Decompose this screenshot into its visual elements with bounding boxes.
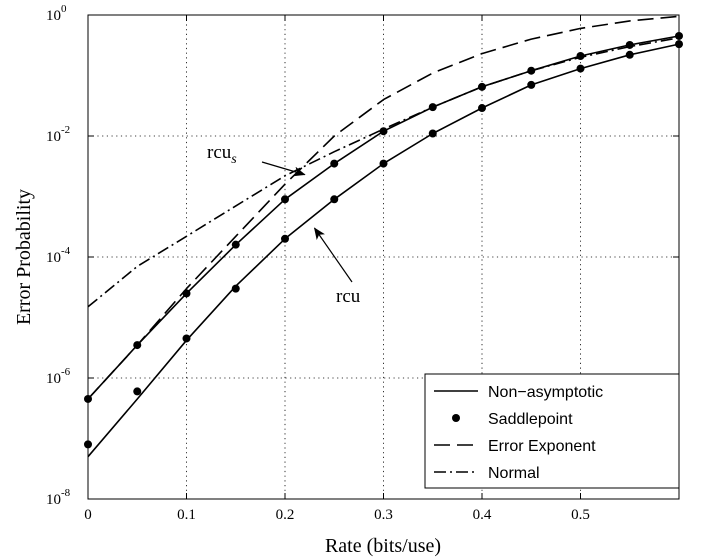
legend-label-2: Error Exponent — [488, 438, 596, 455]
saddlepoint-marker-3-1 — [133, 387, 142, 396]
x-tick-label-4: 0.4 — [473, 507, 492, 523]
saddlepoint-marker-3-4 — [281, 234, 289, 243]
saddlepoint-marker-3-10 — [576, 64, 585, 73]
series-line-dashdot-5 — [87, 37, 680, 308]
saddlepoint-marker-2-6 — [379, 127, 388, 136]
saddlepoint-marker-2-7 — [428, 103, 437, 112]
y-tick-label-4: 100 — [46, 3, 67, 24]
legend-label-0: Non−asymptotic — [488, 384, 603, 401]
saddlepoint-marker-2-11 — [625, 40, 634, 49]
annotation-label-rcu-s: rcus — [207, 142, 237, 167]
y-tick-label-2: 10-4 — [46, 245, 71, 266]
annotation-label-rcu: rcu — [336, 286, 361, 307]
saddlepoint-marker-3-5 — [330, 195, 339, 204]
legend-label-1: Saddlepoint — [488, 411, 573, 428]
annotation-arrow-rcu-s — [261, 161, 306, 177]
legend-box — [424, 373, 680, 489]
saddlepoint-marker-3-6 — [379, 159, 388, 168]
legend-label-3: Normal — [488, 465, 540, 482]
y-tick-label-3: 10-2 — [46, 124, 70, 145]
legend: Non−asymptotic Saddlepoint Error Exponent N… — [424, 373, 680, 489]
x-tick-label-2: 0.2 — [276, 507, 295, 523]
y-tick-label-0: 10-8 — [46, 487, 71, 508]
legend-marker-1 — [452, 414, 460, 422]
saddlepoint-marker-3-8 — [478, 104, 486, 113]
x-tick-label-1: 0.1 — [177, 507, 196, 523]
saddlepoint-marker-2-10 — [576, 52, 585, 61]
saddlepoint-marker-2-9 — [527, 66, 536, 75]
x-tick-label-0: 0 — [84, 507, 92, 523]
saddlepoint-marker-3-9 — [527, 80, 536, 89]
saddlepoint-marker-3-2 — [182, 334, 191, 343]
annotations: rcus rcu — [207, 142, 361, 307]
saddlepoint-marker-2-5 — [330, 159, 339, 168]
annotation-arrow-rcu — [313, 227, 353, 283]
saddlepoint-marker-2-8 — [478, 82, 486, 91]
saddlepoint-marker-3-7 — [428, 129, 437, 138]
y-tick-label-1: 10-6 — [46, 366, 71, 387]
grid-lines — [88, 15, 679, 499]
y-axis-title: Error Probability — [13, 189, 35, 325]
saddlepoint-marker-2-2 — [182, 289, 191, 298]
x-tick-label-3: 0.3 — [374, 507, 393, 523]
saddlepoint-marker-2-1 — [133, 341, 142, 350]
saddlepoint-markers — [84, 31, 683, 449]
saddlepoint-marker-2-4 — [281, 195, 289, 204]
saddlepoint-marker-3-3 — [231, 284, 240, 293]
series-line-dashed-4 — [87, 15, 680, 400]
saddlepoint-marker-2-3 — [231, 240, 240, 249]
x-tick-label-5: 0.5 — [571, 507, 590, 523]
x-axis-title: Rate (bits/use) — [325, 535, 441, 557]
saddlepoint-marker-3-11 — [625, 50, 634, 59]
